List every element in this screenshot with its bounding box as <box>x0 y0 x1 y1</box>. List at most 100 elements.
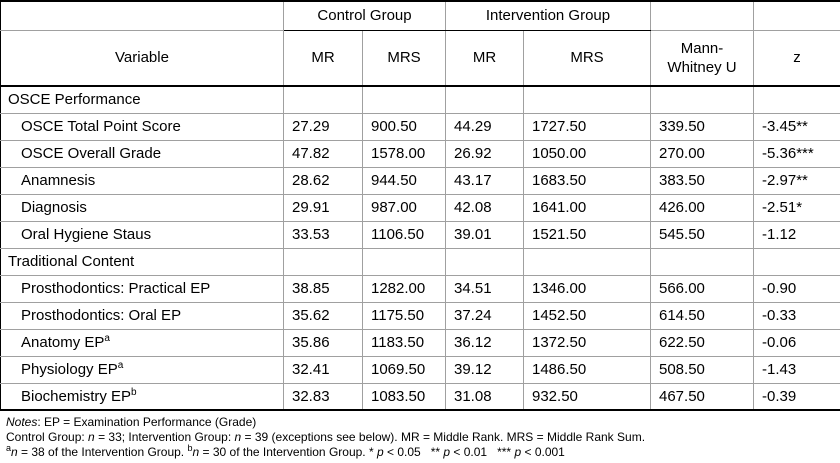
variable-cell: Anatomy EPa <box>0 328 284 357</box>
mrs-intervention-cell: 1641.00 <box>523 193 651 222</box>
mr-control-cell: 29.91 <box>283 193 363 222</box>
z-cell: -2.97** <box>753 166 840 195</box>
z-cell: -0.39 <box>753 382 840 411</box>
table-row: Diagnosis 29.91 987.00 42.08 1641.00 426… <box>0 193 840 222</box>
mann-whitney-u-cell: 270.00 <box>650 139 754 168</box>
mann-whitney-u-cell: 545.50 <box>650 220 754 249</box>
mr-intervention-cell: 34.51 <box>445 274 524 303</box>
mann-whitney-u-cell: 508.50 <box>650 355 754 384</box>
variable-cell: Anamnesis <box>0 166 284 195</box>
variable-superscript: b <box>131 386 137 398</box>
control-group-header: Control Group <box>283 0 446 31</box>
table-row: OSCE Total Point Score 27.29 900.50 44.2… <box>0 112 840 141</box>
mr-control-cell: 32.41 <box>283 355 363 384</box>
mann-whitney-u-cell: 383.50 <box>650 166 754 195</box>
mr-intervention-cell: 44.29 <box>445 112 524 141</box>
variable-cell: Oral Hygiene Staus <box>0 220 284 249</box>
mr-control-cell: 35.62 <box>283 301 363 330</box>
mr-intervention-cell: 37.24 <box>445 301 524 330</box>
mrs-control-cell: 900.50 <box>362 112 446 141</box>
mann-whitney-u-cell: 622.50 <box>650 328 754 357</box>
variable-label: Anatomy EP <box>21 334 105 351</box>
mrs-control-cell: 1282.00 <box>362 274 446 303</box>
footnote-a-marker: a <box>6 443 12 453</box>
variable-cell: Prosthodontics: Oral EP <box>0 301 284 330</box>
table-row: Oral Hygiene Staus 33.53 1106.50 39.01 1… <box>0 220 840 249</box>
section-label: Traditional Content <box>0 247 284 276</box>
z-cell: -0.06 <box>753 328 840 357</box>
mann-whitney-u-cell <box>650 247 754 276</box>
mrs-intervention-header: MRS <box>523 29 651 87</box>
mr-control-cell: 35.86 <box>283 328 363 357</box>
variable-label: Anamnesis <box>21 172 96 189</box>
mr-control-header: MR <box>283 29 363 87</box>
z-cell: -5.36*** <box>753 139 840 168</box>
mrs-intervention-cell: 1683.50 <box>523 166 651 195</box>
mr-control-cell: 33.53 <box>283 220 363 249</box>
empty-corner-cell <box>0 0 284 31</box>
mrs-intervention-cell: 1727.50 <box>523 112 651 141</box>
mrs-intervention-cell: 1521.50 <box>523 220 651 249</box>
z-cell <box>753 247 840 276</box>
mrs-control-cell: 1578.00 <box>362 139 446 168</box>
mann-whitney-u-cell: 614.50 <box>650 301 754 330</box>
mrs-intervention-cell: 932.50 <box>523 382 651 411</box>
mrs-intervention-cell <box>523 85 651 114</box>
intervention-group-header: Intervention Group <box>445 0 651 31</box>
notes-word: Notes <box>6 415 38 429</box>
note-line-2: Control Group: n = 33; Intervention Grou… <box>6 430 646 444</box>
variable-label: Prosthodontics: Oral EP <box>21 307 182 324</box>
mr-intervention-cell <box>445 85 524 114</box>
table-row: Prosthodontics: Practical EP 38.85 1282.… <box>0 274 840 303</box>
mrs-intervention-cell <box>523 247 651 276</box>
mann-whitney-u-cell <box>650 85 754 114</box>
group-header-row: Control Group Intervention Group <box>0 0 840 31</box>
variable-label: OSCE Total Point Score <box>21 118 181 135</box>
variable-cell: Prosthodontics: Practical EP <box>0 274 284 303</box>
mrs-control-cell: 1175.50 <box>362 301 446 330</box>
section-label: OSCE Performance <box>0 85 284 114</box>
mr-intervention-cell: 31.08 <box>445 382 524 411</box>
note-line-1: Notes: EP = Examination Performance (Gra… <box>6 415 257 429</box>
variable-column-header: Variable <box>0 29 284 87</box>
mr-control-cell: 27.29 <box>283 112 363 141</box>
table-row: Prosthodontics: Oral EP 35.62 1175.50 37… <box>0 301 840 330</box>
mrs-control-cell <box>362 247 446 276</box>
z-cell: -0.33 <box>753 301 840 330</box>
mr-intervention-cell: 39.01 <box>445 220 524 249</box>
variable-label: Biochemistry EP <box>21 387 132 405</box>
variable-label: Diagnosis <box>21 199 87 216</box>
mrs-control-cell <box>362 85 446 114</box>
table-notes: Notes: EP = Examination Performance (Gra… <box>0 411 840 460</box>
mrs-control-cell: 1106.50 <box>362 220 446 249</box>
results-table: Control Group Intervention Group Variabl… <box>0 0 840 411</box>
mrs-intervention-cell: 1050.00 <box>523 139 651 168</box>
mr-control-cell: 32.83 <box>283 382 363 411</box>
mr-control-cell: 38.85 <box>283 274 363 303</box>
mr-intervention-cell <box>445 247 524 276</box>
mrs-intervention-cell: 1452.50 <box>523 301 651 330</box>
variable-cell: Physiology EPa <box>0 355 284 384</box>
table-row: Physiology EPa 32.41 1069.50 39.12 1486.… <box>0 355 840 384</box>
table-row: Biochemistry EPb 32.83 1083.50 31.08 932… <box>0 382 840 411</box>
mann-whitney-line1: Mann- <box>680 39 724 57</box>
mrs-control-cell: 1069.50 <box>362 355 446 384</box>
variable-label: Physiology EP <box>21 361 118 378</box>
section-row: Traditional Content <box>0 247 840 276</box>
empty-mwu-top-cell <box>650 0 754 31</box>
mr-control-cell <box>283 85 363 114</box>
mr-intervention-header: MR <box>445 29 524 87</box>
section-row: OSCE Performance <box>0 85 840 114</box>
mann-whitney-u-header: Mann- Whitney U <box>650 29 754 87</box>
variable-label: Prosthodontics: Practical EP <box>21 280 211 297</box>
mrs-intervention-cell: 1346.00 <box>523 274 651 303</box>
mann-whitney-u-cell: 339.50 <box>650 112 754 141</box>
z-cell: -1.12 <box>753 220 840 249</box>
mr-control-cell: 28.62 <box>283 166 363 195</box>
mr-control-cell: 47.82 <box>283 139 363 168</box>
mann-whitney-u-cell: 566.00 <box>650 274 754 303</box>
mr-intervention-cell: 43.17 <box>445 166 524 195</box>
table-row: OSCE Overall Grade 47.82 1578.00 26.92 1… <box>0 139 840 168</box>
mann-whitney-u-cell: 467.50 <box>650 382 754 411</box>
variable-cell: Diagnosis <box>0 193 284 222</box>
